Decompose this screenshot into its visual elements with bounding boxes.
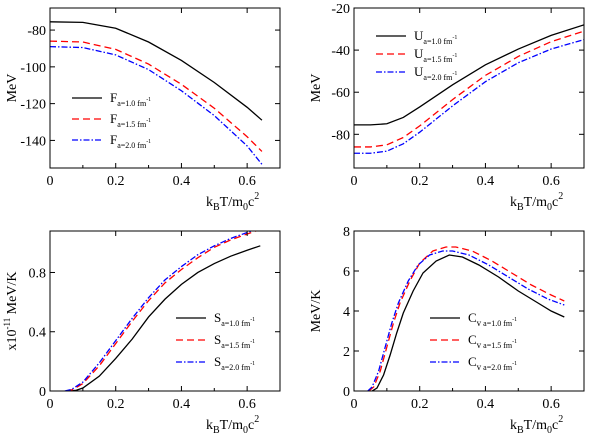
series-line-Cv-1 — [368, 246, 565, 391]
x-tick-label: 0.4 — [173, 397, 191, 412]
y-tick-label: -120 — [20, 98, 46, 113]
y-tick-label: 0 — [39, 385, 46, 400]
legend-entry: Sa=1.5 fm-1 — [214, 332, 255, 350]
x-tick-label: 0.6 — [542, 397, 560, 412]
x-tick-label: 0 — [351, 174, 358, 189]
x-tick-label: 0.6 — [238, 397, 256, 412]
y-axis-label: MeV/K — [309, 290, 324, 333]
panel-F: 0 0.2 0.4 0.6 -80 -100 -120 -140 kBT/m0c2 MeV Fa=1… — [5, 7, 281, 213]
panel-Cv: 0 0.2 0.4 0.6 0 2 4 6 8 kBT/m0c2 MeV/K Cv a=1.0 fm-… — [309, 225, 585, 436]
legend: Cv a=1.0 fm-1 Cv a=1.5 fm-1 Cv a=2.0 fm-1 — [430, 310, 517, 372]
legend: Fa=1.0 fm-1 Fa=1.5 fm-1 Fa=2.0 fm-1 — [72, 90, 151, 150]
legend-entry: Fa=1.0 fm-1 — [110, 90, 151, 108]
panel-U: 0 0.2 0.4 0.6 -20 -40 -60 -80 kBT/m0c2 MeV Ua=1.0 … — [309, 2, 585, 213]
x-tick-label: 0.6 — [238, 174, 256, 189]
series-line-S-2 — [64, 231, 254, 391]
series-line-U-0 — [354, 24, 584, 126]
series-line-Cv-2 — [367, 250, 565, 391]
y-tick-label: 4 — [343, 305, 350, 320]
legend-entry: Ua=1.0 fm-1 — [414, 28, 457, 46]
x-tick-label: 0 — [351, 397, 358, 412]
series-line-F-1 — [50, 40, 263, 152]
legend-entry: Cv a=1.5 fm-1 — [468, 332, 517, 350]
plot-frame — [49, 7, 281, 169]
legend-entry: Fa=2.0 fm-1 — [110, 132, 151, 150]
legend-entry: Sa=1.0 fm-1 — [214, 310, 255, 328]
y-tick-label: 0.4 — [29, 326, 47, 341]
series-line-F-2 — [50, 45, 263, 165]
series-line-Cv-0 — [371, 254, 565, 391]
y-axis-label: x10-11 MeV/K — [2, 272, 20, 351]
legend-entry: Ua=1.5 fm-1 — [414, 46, 457, 64]
x-tick-label: 0.2 — [411, 174, 429, 189]
y-tick-label: 0 — [343, 385, 350, 400]
x-tick-label: 0.6 — [542, 174, 560, 189]
x-tick-label: 0 — [47, 397, 54, 412]
y-tick-label: -80 — [27, 24, 46, 39]
y-tick-label: -20 — [331, 2, 350, 17]
y-tick-label: -100 — [20, 61, 46, 76]
y-tick-label: 8 — [343, 225, 350, 240]
x-tick-label: 0.4 — [477, 174, 495, 189]
legend: Sa=1.0 fm-1 Sa=1.5 fm-1 Sa=2.0 fm-1 — [176, 310, 255, 372]
x-axis-label: kBT/m0c2 — [510, 191, 563, 213]
x-axis-label: kBT/m0c2 — [510, 414, 563, 436]
series-line-F-0 — [50, 21, 263, 121]
plot-frame — [49, 230, 281, 392]
series-line-S-1 — [66, 231, 258, 391]
legend-entry: Fa=1.5 fm-1 — [110, 111, 151, 129]
legend-entry: Cv a=1.0 fm-1 — [468, 310, 517, 328]
y-tick-label: 0.8 — [29, 266, 47, 281]
series-line-S-0 — [69, 245, 261, 391]
x-tick-label: 0 — [47, 174, 54, 189]
x-tick-label: 0.2 — [107, 397, 125, 412]
y-axis-label: MeV — [309, 74, 324, 103]
legend: Ua=1.0 fm-1Ua=1.5 fm-1Ua=2.0 fm-1 — [376, 28, 457, 82]
x-tick-label: 0.4 — [477, 397, 495, 412]
series-line-U-2 — [354, 38, 584, 154]
legend-entry: Ua=2.0 fm-1 — [414, 64, 457, 82]
legend-entry: Sa=2.0 fm-1 — [214, 354, 255, 372]
x-tick-label: 0.2 — [411, 397, 429, 412]
x-tick-label: 0.2 — [107, 174, 125, 189]
y-tick-label: 2 — [343, 345, 350, 360]
y-axis-label: MeV — [5, 74, 20, 103]
panel-S: 0 0.2 0.4 0.6 0 0.4 0.8 kBT/m0c2 x10-11 MeV/K Sa=… — [2, 230, 281, 436]
y-tick-label: -80 — [331, 128, 350, 143]
series-line-U-1 — [354, 30, 584, 148]
legend-entry: Cv a=2.0 fm-1 — [468, 354, 517, 372]
x-axis-label: kBT/m0c2 — [206, 414, 259, 436]
x-axis-label: kBT/m0c2 — [206, 191, 259, 213]
y-tick-label: 6 — [343, 265, 350, 280]
y-tick-label: -60 — [331, 86, 350, 101]
y-tick-label: -140 — [20, 134, 46, 149]
plot-frame — [353, 7, 585, 169]
x-tick-label: 0.4 — [173, 174, 191, 189]
y-tick-label: -40 — [331, 44, 350, 59]
